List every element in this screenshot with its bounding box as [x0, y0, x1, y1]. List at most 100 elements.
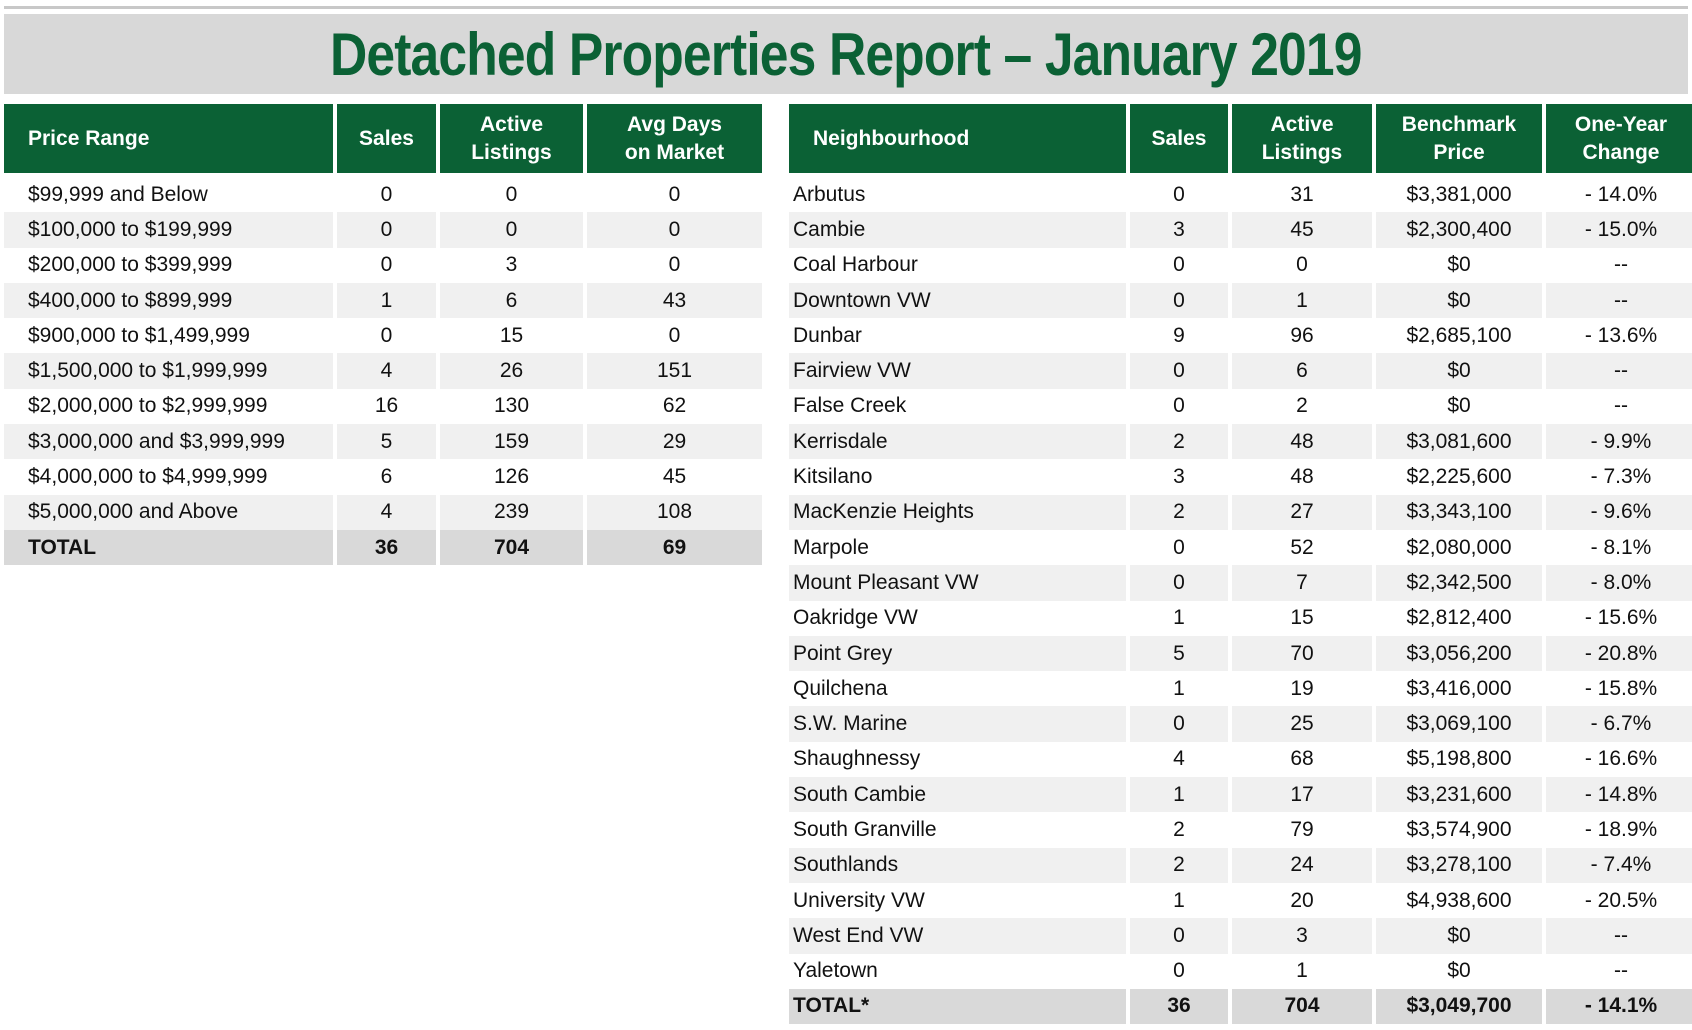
table-row: University VW 1 20 $4,938,600 - 20.5% [789, 883, 1692, 918]
neighbourhood-cell: $3,416,000 [1406, 676, 1512, 700]
neighbourhood-cell: Fairview VW [789, 353, 1126, 389]
neighbourhood-cell: 0 [1296, 253, 1308, 277]
neighbourhood-cell: - 8.1% [1590, 535, 1652, 559]
neighbourhood-cell: - 9.6% [1546, 494, 1692, 530]
neighbourhood-cell: - 14.1% [1546, 988, 1692, 1025]
table-row: Kitsilano 3 48 $2,225,600 - 7.3% [789, 459, 1692, 494]
neighbourhood-cell: $2,080,000 [1406, 535, 1512, 559]
price-range-cell: 26 [440, 353, 583, 389]
neighbourhood-cell: 48 [1232, 424, 1372, 460]
neighbourhood-header-cell: Active Listings [1232, 104, 1372, 177]
price-range-cell: 0 [380, 253, 393, 277]
neighbourhood-cell: $5,198,800 [1406, 747, 1512, 771]
price-range-cell: 0 [668, 253, 681, 277]
neighbourhood-cell: - 16.6% [1584, 747, 1658, 771]
neighbourhood-cell: 3 [1130, 212, 1228, 248]
table-row: $5,000,000 and Above 4 239 108 [4, 494, 762, 530]
neighbourhood-cell: - 14.8% [1546, 777, 1692, 813]
neighbourhood-cell: -- [1614, 253, 1628, 277]
price-range-cell: 29 [587, 424, 762, 460]
table-row: Dunbar 9 96 $2,685,100 - 13.6% [789, 318, 1692, 353]
neighbourhood-cell: South Cambie [789, 777, 1126, 813]
neighbourhood-cell: $3,381,000 [1406, 182, 1512, 206]
neighbourhood-cell: 45 [1232, 212, 1372, 248]
neighbourhood-cell: 19 [1290, 676, 1314, 700]
neighbourhood-cell: Cambie [789, 212, 1126, 248]
table-row: Fairview VW 0 6 $0 -- [789, 353, 1692, 389]
neighbourhood-cell: S.W. Marine [789, 706, 1126, 742]
neighbourhood-cell: 0 [1173, 394, 1185, 418]
table-row: Cambie 3 45 $2,300,400- 15.0% [789, 212, 1692, 248]
neighbourhood-cell: 24 [1232, 847, 1372, 883]
table-row: $2,000,000 to $2,999,999 16 130 62 [4, 389, 762, 424]
price-range-cell: $2,000,000 to $2,999,999 [28, 394, 268, 418]
neighbourhood-cell: 2 [1130, 494, 1228, 530]
price-range-cell: 0 [668, 182, 681, 206]
neighbourhood-cell: 0 [1130, 282, 1228, 319]
price-range-header-cell: Sales [337, 104, 436, 177]
neighbourhood-cell: 2 [1130, 424, 1228, 460]
neighbourhood-total-row: TOTAL* 36 704 $3,049,700- 14.1% [789, 988, 1692, 1025]
neighbourhood-cell: 1 [1173, 606, 1185, 630]
neighbourhood-cell: $2,342,500 [1376, 565, 1542, 601]
neighbourhood-cell: 96 [1290, 323, 1314, 347]
table-row: $1,500,000 to $1,999,999 4 26 151 [4, 353, 762, 389]
neighbourhood-cell: $0 [1447, 394, 1471, 418]
price-range-cell: 16 [374, 394, 399, 418]
price-range-cell: 0 [668, 323, 681, 347]
neighbourhood-cell: Coal Harbour [793, 253, 918, 277]
neighbourhood-cell: 0 [1130, 918, 1228, 954]
neighbourhood-cell: 6 [1232, 353, 1372, 389]
neighbourhood-cell: - 14.0% [1584, 182, 1658, 206]
price-range-total-row: TOTAL 36 704 69 [4, 529, 762, 566]
neighbourhood-cell: 3 [1232, 918, 1372, 954]
title-band: Detached Properties Report – January 201… [4, 14, 1688, 94]
price-range-cell: 0 [380, 182, 393, 206]
neighbourhood-cell: 2 [1173, 817, 1185, 841]
table-row: Kerrisdale 2 48 $3,081,600- 9.9% [789, 424, 1692, 460]
top-rule [4, 6, 1688, 9]
price-range-cell: $3,000,000 and $3,999,999 [4, 424, 333, 460]
neighbourhood-cell: 20 [1290, 888, 1314, 912]
neighbourhood-cell: - 20.8% [1546, 635, 1692, 672]
price-range-cell: 6 [440, 282, 583, 319]
table-row: False Creek 0 2 $0 -- [789, 389, 1692, 424]
neighbourhood-cell: 2 [1130, 847, 1228, 883]
neighbourhood-cell: 1 [1232, 282, 1372, 319]
price-range-cell: 159 [440, 424, 583, 460]
neighbourhood-cell: 1 [1173, 676, 1185, 700]
price-range-cell: 6 [380, 465, 393, 489]
neighbourhood-cell: 0 [1173, 959, 1185, 983]
neighbourhood-cell: 52 [1290, 535, 1314, 559]
neighbourhood-cell: - 15.8% [1584, 676, 1658, 700]
price-range-cell: 5 [337, 424, 436, 460]
price-range-cell: $1,500,000 to $1,999,999 [4, 353, 333, 389]
price-range-cell: 69 [587, 529, 762, 566]
price-range-cell: 45 [662, 465, 687, 489]
neighbourhood-cell: $0 [1447, 959, 1471, 983]
neighbourhood-cell: - 15.6% [1584, 606, 1658, 630]
table-row: $900,000 to $1,499,999 0 15 0 [4, 318, 762, 353]
neighbourhood-cell: -- [1614, 394, 1628, 418]
neighbourhood-cell: Shaughnessy [793, 747, 921, 771]
neighbourhood-cell: - 15.0% [1546, 212, 1692, 248]
neighbourhood-cell: Yaletown [793, 959, 878, 983]
price-range-cell: 239 [440, 494, 583, 530]
price-range-cell: 0 [337, 212, 436, 248]
neighbourhood-cell: 9 [1173, 323, 1185, 347]
table-row: Mount Pleasant VW 0 7 $2,342,500- 8.0% [789, 565, 1692, 601]
neighbourhood-cell: Marpole [793, 535, 869, 559]
price-range-cell: $5,000,000 and Above [4, 494, 333, 530]
price-range-cell: $900,000 to $1,499,999 [28, 323, 250, 347]
neighbourhood-cell: 0 [1173, 253, 1185, 277]
neighbourhood-header-cell: Sales [1130, 104, 1228, 177]
neighbourhood-cell: 2 [1296, 394, 1308, 418]
neighbourhood-cell: $0 [1376, 353, 1542, 389]
neighbourhood-cell: $2,225,600 [1406, 465, 1512, 489]
price-range-cell: 43 [587, 282, 762, 319]
neighbourhood-header-row: Neighbourhood Sales Active Listings Benchmar… [789, 104, 1692, 177]
neighbourhood-cell: - 18.9% [1584, 817, 1658, 841]
neighbourhood-cell: 17 [1232, 777, 1372, 813]
price-range-cell: $100,000 to $199,999 [4, 212, 333, 248]
neighbourhood-cell: $3,343,100 [1376, 494, 1542, 530]
